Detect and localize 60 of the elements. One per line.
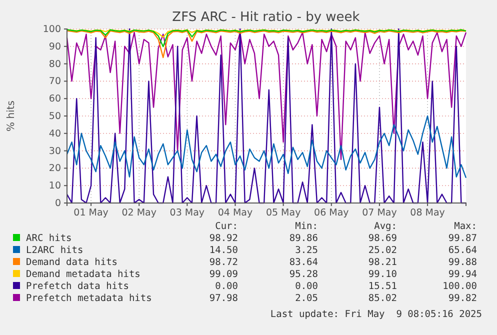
y-tick-label: 50 <box>48 111 61 122</box>
text: 2.05 <box>295 293 318 304</box>
y-tick-label: 0 <box>54 198 61 210</box>
text: Cur: <box>215 221 238 232</box>
x-tick-label: 06 May <box>314 208 350 219</box>
y-tick-label: 90 <box>48 41 61 52</box>
y-tick-label: 40 <box>48 128 61 140</box>
y-tick-label: 30 <box>48 146 61 157</box>
text: 89.86 <box>289 233 318 244</box>
text: 98.21 <box>368 257 398 268</box>
x-tick-label: 04 May <box>218 208 254 219</box>
y-axis-title: % hits <box>6 100 17 132</box>
y-tick-label: 80 <box>48 58 61 70</box>
x-tick-label: 07 May <box>362 208 398 219</box>
y-tick-label: 70 <box>48 76 61 88</box>
text: 99.09 <box>209 269 238 280</box>
text: 98.72 <box>209 257 238 268</box>
line-series <box>66 29 467 48</box>
x-tick-label: 05 May <box>266 208 302 219</box>
line-series <box>66 30 467 58</box>
text: 98.69 <box>368 233 398 244</box>
text: 14.50 <box>209 245 238 256</box>
chart-title: ZFS ARC - Hit ratio - by week <box>172 10 360 25</box>
legend-label: Prefetch data hits <box>26 281 129 292</box>
text: 25.02 <box>368 245 397 256</box>
x-tick-label: 01 May <box>74 208 109 219</box>
text: Min: <box>295 221 318 232</box>
text: 0.00 <box>295 281 318 292</box>
text: 100.00 <box>442 281 478 292</box>
text: Last update: Fri May 9 08:05:16 2025 <box>270 309 482 320</box>
text: 99.82 <box>448 293 477 304</box>
text: 97.98 <box>209 293 238 304</box>
text: 99.94 <box>448 269 478 280</box>
text: 0.00 <box>215 281 238 292</box>
text: 99.88 <box>448 257 478 268</box>
legend-label: Prefetch metadata hits <box>26 293 152 304</box>
text: 85.02 <box>368 293 397 304</box>
y-tick-label: 60 <box>48 94 61 105</box>
legend-label: Demand data hits <box>26 257 118 268</box>
text: 99.87 <box>448 233 477 244</box>
legend-label: ARC hits <box>26 233 72 244</box>
text: 95.28 <box>289 269 318 280</box>
text: 83.64 <box>289 257 318 268</box>
line-series <box>66 32 467 160</box>
text: 15.51 <box>368 281 398 292</box>
x-tick-label: 08 May <box>410 208 446 219</box>
y-tick-label: 100 <box>42 24 61 36</box>
text: 98.92 <box>209 233 238 244</box>
y-tick-label: 10 <box>48 180 61 192</box>
text: Max: <box>454 221 477 232</box>
x-tick-label: 02 May <box>122 208 157 219</box>
line-series <box>66 115 467 178</box>
text: 3.25 <box>295 245 318 256</box>
text: 99.10 <box>368 269 398 280</box>
legend-label: Demand metadata hits <box>26 269 140 280</box>
y-tick-label: 20 <box>48 163 61 174</box>
legend-label: L2ARC hits <box>26 245 84 256</box>
x-tick-label: 03 May <box>170 208 205 219</box>
text: 65.64 <box>448 245 478 256</box>
text: Avg: <box>374 221 397 232</box>
